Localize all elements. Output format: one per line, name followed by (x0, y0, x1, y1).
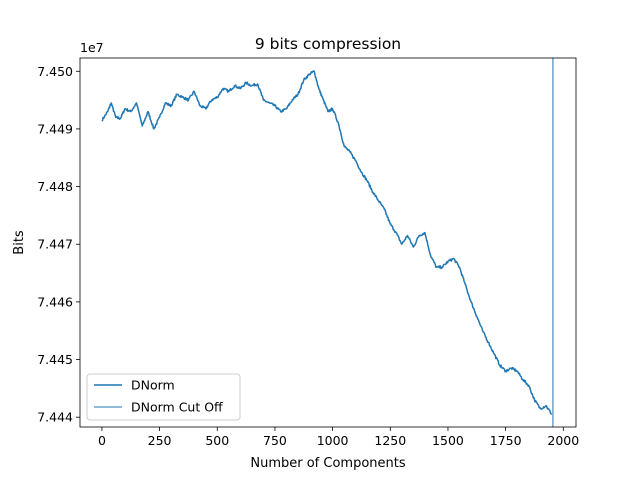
y-tick-label: 7.449 (37, 121, 73, 136)
x-tick-label: 500 (205, 433, 229, 448)
legend-box (86, 373, 241, 421)
x-tick-label: 0 (98, 433, 106, 448)
y-axis-offset-label: 1e7 (80, 40, 104, 55)
chart-title: 9 bits compression (255, 35, 401, 53)
y-tick-label: 7.446 (37, 294, 73, 309)
y-tick-label: 7.445 (37, 352, 73, 367)
x-axis: 0 250 500 750 1000 1250 1500 1750 2000 (98, 427, 579, 448)
y-tick-label: 7.444 (37, 410, 73, 425)
x-tick-label: 1250 (374, 433, 406, 448)
legend: DNorm DNorm Cut Off (86, 373, 241, 421)
x-tick-label: 250 (148, 433, 172, 448)
y-tick-label: 7.448 (37, 179, 73, 194)
x-tick-label: 2000 (547, 433, 579, 448)
y-tick-label: 7.447 (37, 237, 73, 252)
x-tick-label: 1000 (317, 433, 349, 448)
x-tick-label: 1500 (432, 433, 464, 448)
legend-label-dnorm: DNorm (131, 378, 175, 393)
y-axis: 7.444 7.445 7.446 7.447 7.448 7.449 7.450 (37, 64, 80, 425)
x-tick-label: 1750 (490, 433, 522, 448)
series-line-dnorm (101, 70, 553, 415)
axes-frame (79, 57, 577, 428)
x-tick-label: 750 (263, 433, 287, 448)
plot-area (101, 58, 554, 427)
legend-label-dnorm-cut-off: DNorm Cut Off (131, 400, 223, 415)
y-axis-label: Bits (12, 230, 27, 255)
y-tick-label: 7.450 (37, 64, 73, 79)
x-axis-label: Number of Components (250, 456, 405, 471)
